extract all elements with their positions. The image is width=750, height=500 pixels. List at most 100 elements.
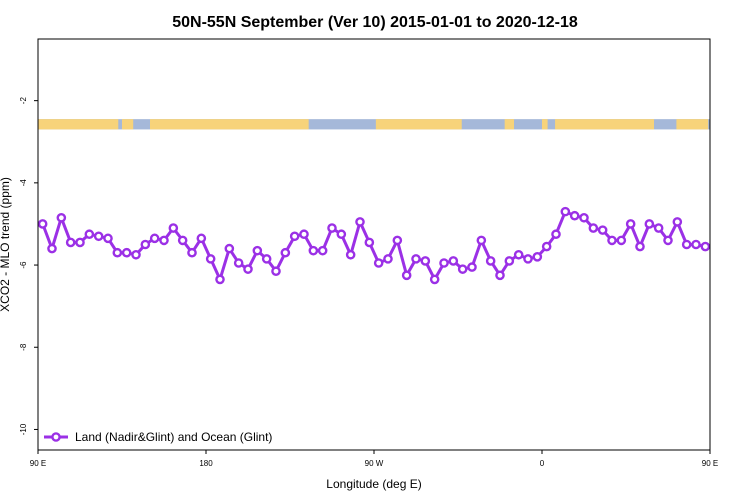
data-point <box>681 239 692 250</box>
data-point <box>280 247 291 258</box>
y-tick-label: -8 <box>19 343 28 351</box>
y-tick-label: -10 <box>19 423 28 435</box>
data-point <box>93 231 104 242</box>
land-segment <box>122 119 134 130</box>
data-point <box>607 235 617 246</box>
data-point <box>579 212 589 223</box>
data-point <box>569 210 580 221</box>
data-point <box>495 270 505 281</box>
land-segment <box>38 119 119 130</box>
land-segment <box>375 119 462 130</box>
data-point <box>317 245 328 256</box>
data-point <box>420 256 431 266</box>
data-point <box>653 223 664 233</box>
data-point <box>121 247 132 258</box>
data-point <box>560 206 571 217</box>
data-point <box>597 225 608 235</box>
data-point <box>504 256 515 266</box>
data-point <box>355 217 365 227</box>
data-point <box>467 262 477 272</box>
x-tick-label: 90 E <box>702 459 718 468</box>
data-point <box>635 241 645 252</box>
y-tick-label: -2 <box>19 97 28 105</box>
data-point <box>56 212 67 223</box>
data-point <box>541 241 552 252</box>
data-point <box>588 223 599 233</box>
data-point <box>299 229 309 240</box>
y-tick-label: -6 <box>19 261 28 269</box>
data-point <box>196 233 207 244</box>
data-point <box>672 217 683 227</box>
data-point <box>149 233 160 244</box>
plot-area-frame <box>37 38 711 451</box>
data-point <box>47 243 57 254</box>
data-point <box>625 219 636 229</box>
data-point <box>392 235 403 246</box>
data-point <box>252 245 263 256</box>
legend-point-marker <box>51 432 61 442</box>
data-point <box>224 243 235 254</box>
data-point <box>37 219 48 229</box>
data-point <box>429 274 440 285</box>
data-point <box>215 274 225 285</box>
data-point <box>551 229 561 240</box>
x-tick-label: 90 E <box>30 459 46 468</box>
data-point <box>103 233 113 244</box>
data-point <box>383 254 393 264</box>
land-segment <box>504 119 514 130</box>
data-point <box>159 235 169 246</box>
data-point <box>289 231 300 242</box>
data-point <box>140 239 151 250</box>
data-point <box>243 264 253 274</box>
data-point <box>112 247 123 258</box>
data-point <box>663 235 673 246</box>
data-point <box>168 223 179 233</box>
data-point <box>131 249 141 260</box>
series-group <box>37 206 711 285</box>
data-point <box>616 235 627 246</box>
y-axis: -2 -4 -6 -8 -10 <box>19 97 38 435</box>
y-axis-label: XCO2 - MLO trend (ppm) <box>0 177 12 312</box>
data-point <box>364 237 375 248</box>
data-point <box>65 237 76 248</box>
data-point <box>476 235 487 246</box>
data-point <box>485 256 496 266</box>
data-point <box>75 237 85 248</box>
chart-title: 50N-55N September (Ver 10) 2015-01-01 to… <box>172 14 578 31</box>
x-tick-label: 180 <box>199 459 213 468</box>
data-point <box>513 249 524 260</box>
data-point <box>177 235 188 246</box>
land-ocean-mask <box>38 119 710 130</box>
ocean-band <box>38 119 710 130</box>
land-segment <box>555 119 654 130</box>
data-point <box>261 254 272 264</box>
data-point <box>308 245 319 256</box>
data-point <box>401 270 412 281</box>
x-tick-label: 90 W <box>365 459 384 468</box>
data-point <box>187 247 197 258</box>
land-segment <box>676 119 709 130</box>
data-point <box>700 241 711 252</box>
data-point <box>84 229 95 240</box>
data-point <box>439 258 449 268</box>
data-point <box>644 219 655 229</box>
data-point <box>532 252 543 262</box>
data-point <box>691 239 701 250</box>
legend-label: Land (Nadir&Glint) and Ocean (Glint) <box>75 430 272 444</box>
legend: Land (Nadir&Glint) and Ocean (Glint) <box>44 430 272 444</box>
y-tick-label: -4 <box>19 179 28 187</box>
data-point <box>233 258 244 268</box>
data-point <box>205 254 216 264</box>
data-point <box>345 249 356 260</box>
data-point <box>271 266 281 277</box>
x-axis: 90 E 180 90 W 0 90 E <box>30 450 718 468</box>
x-axis-label: Longitude (deg E) <box>326 477 421 491</box>
data-point <box>523 254 533 264</box>
land-segment <box>542 119 548 130</box>
data-point <box>327 223 337 233</box>
data-point <box>373 258 384 268</box>
data-point <box>411 254 421 264</box>
data-point <box>448 256 459 266</box>
data-point <box>336 229 347 240</box>
